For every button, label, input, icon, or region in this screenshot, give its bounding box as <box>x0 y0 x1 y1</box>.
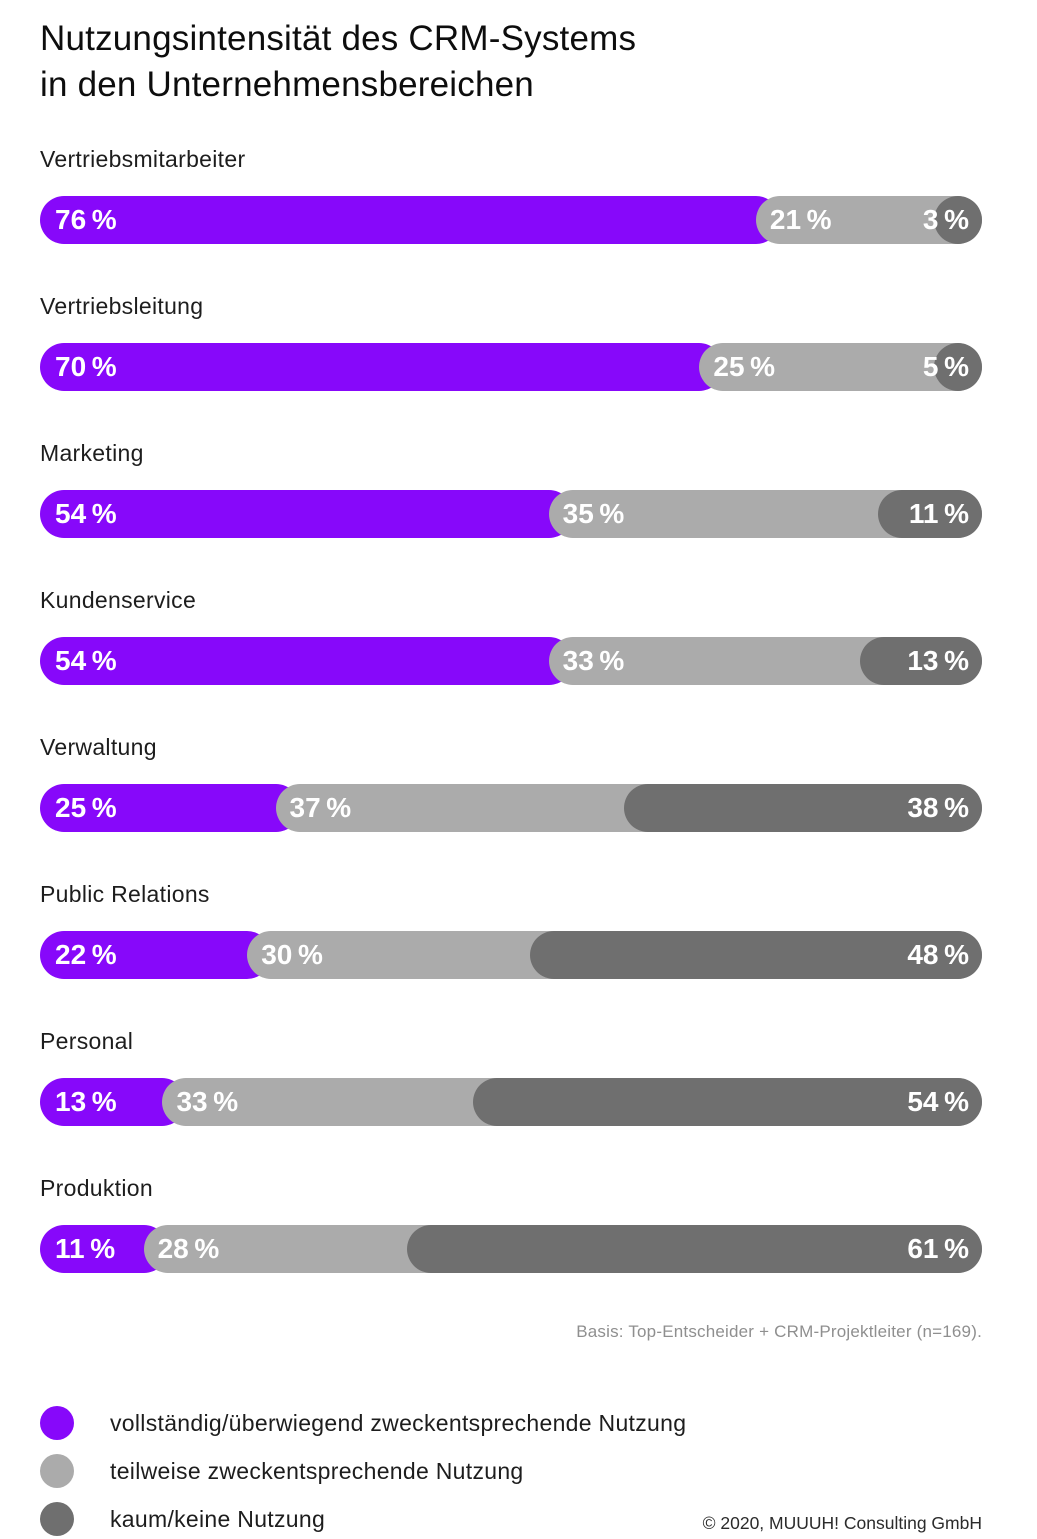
bar-segment-no-usage <box>407 1225 982 1273</box>
category-label: Vertriebsleitung <box>40 293 204 319</box>
bar-segment-no-usage <box>624 784 982 832</box>
bar-segment-no-usage <box>934 196 982 244</box>
category-label: Vertriebsmitarbeiter <box>40 146 246 172</box>
chart-row: Vertriebsleitung 70 % 25 % 5 % <box>40 293 982 391</box>
stacked-bar: 54 % 33 % 13 % <box>40 637 982 685</box>
bar-value-no-usage: 61 % <box>907 1233 969 1264</box>
stacked-bar: 13 % 33 % 54 % <box>40 1078 982 1126</box>
stacked-bar: 76 % 21 % 3 % <box>40 196 982 244</box>
bar-value-full-usage: 76 % <box>55 204 117 235</box>
chart-row: Kundenservice 54 % 33 % 13 % <box>40 587 982 685</box>
bar-segment-full-usage <box>40 931 272 979</box>
chart-row: Marketing 54 % 35 % 11 % <box>40 440 982 538</box>
bar-value-partial-usage: 28 % <box>157 1233 220 1264</box>
bar-value-full-usage: 70 % <box>55 351 117 382</box>
copyright-note: © 2020, MUUUH! Consulting GmbH <box>702 1513 982 1533</box>
bar-value-partial-usage: 35 % <box>562 498 625 529</box>
basis-note: Basis: Top-Entscheider + CRM-Projektleit… <box>576 1322 982 1341</box>
category-label: Marketing <box>40 440 144 466</box>
category-label: Kundenservice <box>40 587 197 613</box>
bar-segment-full-usage <box>40 490 573 538</box>
legend-item-label: kaum/keine Nutzung <box>110 1505 326 1532</box>
bar-value-full-usage: 54 % <box>55 645 117 676</box>
chart-row: Vertriebsmitarbeiter 76 % 21 % 3 % <box>40 146 982 244</box>
category-label: Personal <box>40 1028 134 1054</box>
chart-row: Verwaltung 25 % 37 % 38 % <box>40 734 982 832</box>
bar-segment-full-usage <box>40 343 724 391</box>
bar-segment-full-usage <box>40 1078 187 1126</box>
legend-swatch-no-usage <box>40 1502 74 1536</box>
bar-value-no-usage: 38 % <box>907 792 969 823</box>
chart-row: Public Relations 22 % 30 % 48 % <box>40 881 982 979</box>
bar-segment-full-usage <box>40 196 780 244</box>
bar-value-full-usage: 25 % <box>55 792 117 823</box>
bar-segment-no-usage <box>878 490 982 538</box>
bar-value-full-usage: 54 % <box>55 498 117 529</box>
chart-row: Personal 13 % 33 % 54 % <box>40 1028 982 1126</box>
page-title: Nutzungsintensität des CRM-Systems in den… <box>40 16 982 108</box>
legend-item-label: vollständig/überwiegend zweckentsprechen… <box>110 1409 687 1436</box>
bar-value-no-usage: 54 % <box>907 1086 969 1117</box>
legend-item-label: teilweise zweckentsprechende Nutzung <box>110 1457 524 1484</box>
bar-value-partial-usage: 33 % <box>562 645 625 676</box>
category-label: Produktion <box>40 1175 153 1201</box>
legend-item: teilweise zweckentsprechende Nutzung <box>40 1454 686 1488</box>
page-title-line-1: Nutzungsintensität des CRM-Systems <box>40 19 637 58</box>
bar-value-no-usage: 5 % <box>922 351 969 382</box>
legend-swatch-full-usage <box>40 1406 74 1440</box>
bar-value-no-usage: 11 % <box>908 498 969 529</box>
bar-value-partial-usage: 30 % <box>261 939 323 970</box>
bar-segment-full-usage <box>40 784 300 832</box>
legend: vollständig/überwiegend zweckentsprechen… <box>40 1406 686 1536</box>
bar-value-partial-usage: 25 % <box>713 351 776 382</box>
bar-segment-no-usage <box>529 931 982 979</box>
legend-item: vollständig/überwiegend zweckentsprechen… <box>40 1406 686 1440</box>
stacked-bar: 25 % 37 % 38 % <box>40 784 982 832</box>
bar-value-partial-usage: 21 % <box>769 204 832 235</box>
page-title-line-2: in den Unternehmensbereichen <box>40 65 534 104</box>
bar-value-full-usage: 11 % <box>55 1233 116 1264</box>
bar-value-full-usage: 22 % <box>55 939 117 970</box>
bar-segment-no-usage <box>473 1078 982 1126</box>
chart-row: Produktion 11 % 28 % 61 % <box>40 1175 982 1273</box>
bar-value-no-usage: 13 % <box>907 645 969 676</box>
bar-segment-no-usage <box>934 343 982 391</box>
stacked-bar: 70 % 25 % 5 % <box>40 343 982 391</box>
bar-segment-no-usage <box>859 637 982 685</box>
category-label: Verwaltung <box>40 734 157 760</box>
legend-swatch-partial-usage <box>40 1454 74 1488</box>
bar-value-partial-usage: 37 % <box>289 792 352 823</box>
stacked-bar: 22 % 30 % 48 % <box>40 931 982 979</box>
bar-segment-full-usage <box>40 637 573 685</box>
bar-value-no-usage: 3 % <box>922 204 969 235</box>
footer: vollständig/überwiegend zweckentsprechen… <box>40 1406 982 1536</box>
legend-item: kaum/keine Nutzung <box>40 1502 686 1536</box>
stacked-bar: 54 % 35 % 11 % <box>40 490 982 538</box>
bar-value-no-usage: 48 % <box>907 939 969 970</box>
category-label: Public Relations <box>40 881 210 907</box>
chart: Vertriebsmitarbeiter 76 % 21 % 3 % Vertriebs… <box>40 146 982 1273</box>
bar-value-partial-usage: 33 % <box>176 1086 239 1117</box>
stacked-bar: 11 % 28 % 61 % <box>40 1225 982 1273</box>
bar-value-full-usage: 13 % <box>55 1086 117 1117</box>
